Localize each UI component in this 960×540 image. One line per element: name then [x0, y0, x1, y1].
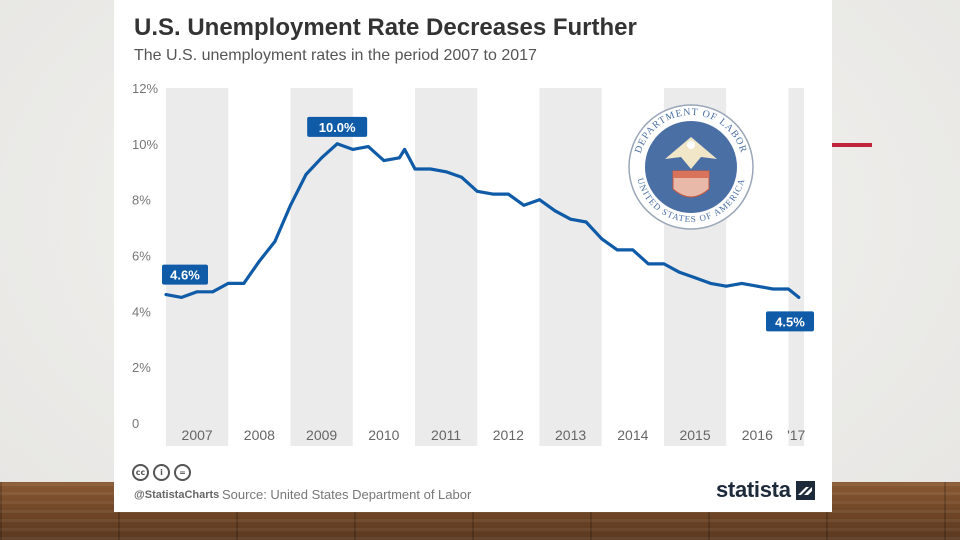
- eagle-icon: [665, 137, 717, 169]
- y-tick-label: 6%: [132, 249, 151, 264]
- series-layer: [164, 142, 801, 299]
- year-band: [788, 88, 804, 446]
- cc-icon: cc: [132, 464, 149, 481]
- chart-card: U.S. Unemployment Rate Decreases Further…: [114, 0, 832, 512]
- annotations: 4.6% 10.0% 4.5%: [162, 116, 814, 332]
- data-point: [522, 203, 526, 207]
- x-tick-label: 2008: [244, 427, 275, 443]
- x-tick-label: 2012: [493, 427, 524, 443]
- data-point: [211, 290, 215, 294]
- chart-title: U.S. Unemployment Rate Decreases Further: [134, 14, 637, 41]
- annotation-box: [766, 311, 814, 332]
- y-tick-label: 10%: [132, 137, 158, 152]
- license-icons: cc i =: [132, 464, 191, 486]
- data-point: [787, 287, 790, 291]
- shield-band: [673, 171, 709, 178]
- data-point: [180, 295, 183, 299]
- data-point: [195, 290, 199, 294]
- data-point: [709, 282, 713, 285]
- statista-logo[interactable]: statista: [716, 477, 791, 502]
- data-point: [460, 175, 464, 179]
- year-band: [290, 88, 353, 446]
- x-tick-label: 2013: [555, 427, 586, 443]
- data-point: [413, 167, 417, 171]
- data-point: [538, 198, 541, 202]
- x-tick-label: 2007: [182, 427, 213, 443]
- y-tick-label: 8%: [132, 193, 151, 208]
- data-point: [335, 142, 339, 146]
- data-point: [600, 237, 604, 241]
- data-point: [662, 262, 666, 266]
- data-point: [398, 156, 401, 160]
- x-axis-labels: 2007 2008 2009 2010 2011 2012 2013 2014 2015 2016…: [182, 427, 806, 443]
- data-point: [615, 248, 619, 252]
- data-point: [740, 282, 744, 285]
- data-point: [646, 262, 650, 266]
- data-point: [444, 170, 448, 174]
- annotation-label: 10.0%: [319, 120, 356, 135]
- attribution-icon: i: [153, 464, 170, 481]
- accent-line: [832, 143, 872, 147]
- x-tick-label: 2010: [368, 427, 399, 443]
- annotation-box: [162, 264, 208, 285]
- data-point: [693, 276, 697, 280]
- data-point: [584, 220, 588, 224]
- data-point: [797, 295, 801, 299]
- line-chart: 0 2% 4% 6% 8% 10% 12% 2007 2008 2009 2010 2011 2012…: [132, 81, 814, 446]
- y-axis-labels: 0 2% 4% 6% 8% 10% 12%: [132, 81, 158, 431]
- x-tick-label: 2015: [679, 427, 710, 443]
- year-band: [414, 88, 478, 446]
- data-point: [242, 282, 246, 285]
- year-band: [539, 88, 602, 446]
- no-derivatives-icon: =: [174, 464, 191, 481]
- data-point: [506, 192, 510, 196]
- statista-handle[interactable]: @StatistaCharts: [134, 489, 220, 501]
- source-text: Source: United States Department of Labo…: [222, 487, 472, 502]
- data-point: [366, 145, 370, 149]
- data-point: [289, 203, 292, 207]
- y-tick-label: 2%: [132, 360, 151, 375]
- data-point: [771, 287, 775, 291]
- data-point: [553, 209, 557, 213]
- data-point: [257, 259, 261, 263]
- y-tick-label: 0: [132, 416, 139, 431]
- data-point: [678, 270, 681, 274]
- data-point: [569, 217, 572, 221]
- data-point: [491, 192, 495, 196]
- data-point: [273, 240, 277, 243]
- data-point: [429, 167, 432, 171]
- data-point: [475, 189, 479, 193]
- statista-mark-icon: [796, 481, 815, 500]
- data-point: [164, 293, 168, 296]
- data-point: [382, 159, 386, 162]
- data-point: [351, 148, 355, 151]
- data-point: [755, 284, 759, 288]
- chart-subtitle: The U.S. unemployment rates in the perio…: [134, 47, 537, 64]
- x-tick-label: 2014: [617, 427, 648, 443]
- data-point: [403, 148, 407, 151]
- annotation-box: [307, 116, 368, 137]
- data-point: [226, 282, 230, 285]
- x-tick-label: 2009: [306, 427, 337, 443]
- annotation-label: 4.6%: [170, 268, 200, 283]
- x-tick-label: 2016: [742, 427, 773, 443]
- data-point: [631, 248, 635, 252]
- annotation-label: 4.5%: [775, 314, 805, 329]
- data-point: [320, 156, 324, 160]
- x-tick-label: 2011: [431, 427, 461, 443]
- y-tick-label: 12%: [132, 81, 158, 96]
- y-tick-label: 4%: [132, 304, 151, 319]
- eagle-head: [687, 141, 695, 149]
- x-tick-label: '17: [787, 427, 805, 443]
- data-point: [304, 173, 308, 176]
- data-point: [724, 284, 728, 288]
